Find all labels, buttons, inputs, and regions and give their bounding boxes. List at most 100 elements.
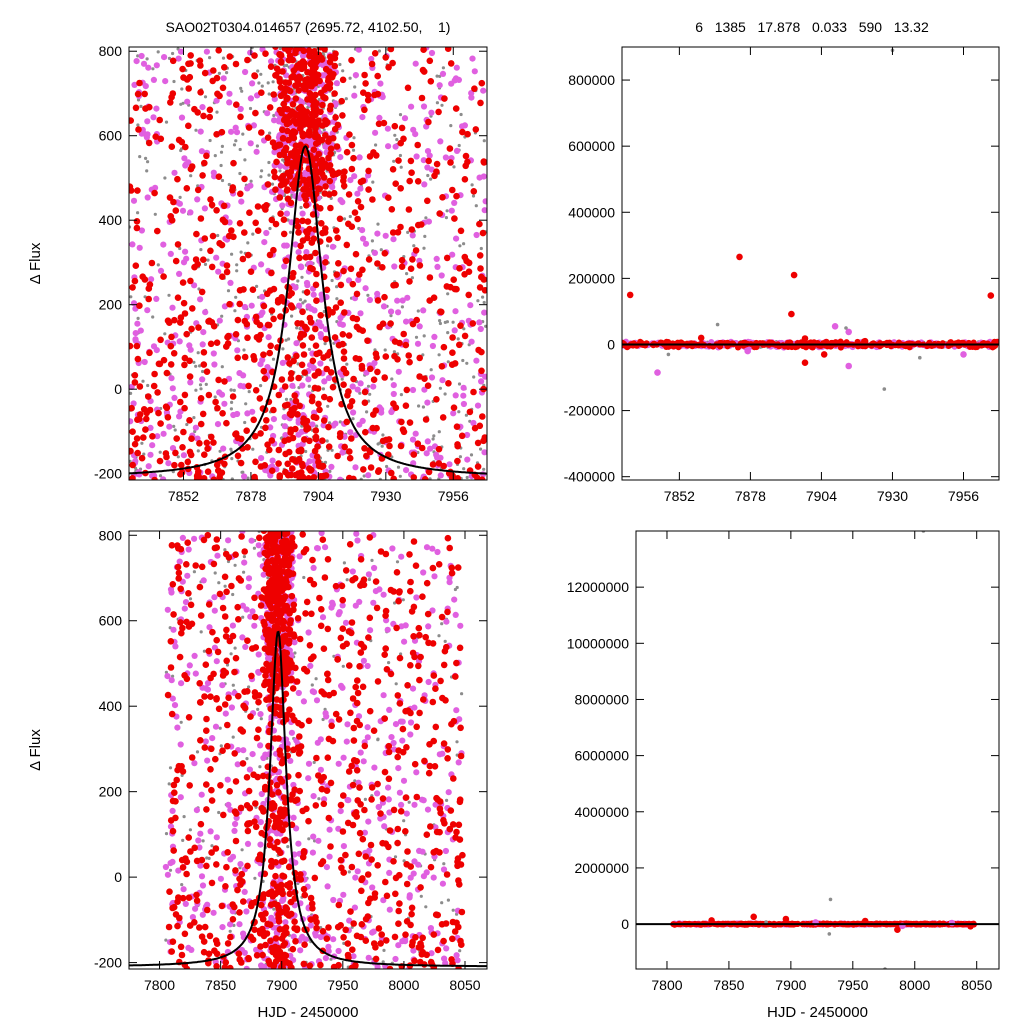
gray-point [138,155,142,159]
gray-point [239,250,243,254]
red-point [391,122,399,130]
gray-point [219,163,223,168]
gray-point [482,300,486,305]
red-point [439,194,446,201]
gray-point [315,424,319,428]
x-tick-label: 7878 [735,488,766,504]
gray-point [267,92,271,96]
magenta-point [250,122,257,129]
red-point [365,186,372,193]
magenta-point [322,143,329,150]
red-point [244,444,251,451]
gray-point [306,40,309,43]
magenta-point [247,95,254,102]
gray-point [437,353,441,357]
red-point [454,475,462,480]
red-point [325,138,332,145]
magenta-point [187,209,194,216]
gray-point [378,477,382,480]
magenta-point [279,359,286,366]
red-point [167,361,175,368]
panel-top-right: 7852 7878 7904 7930 7956-400000-200000020000… [564,46,1000,504]
magenta-point [305,376,312,383]
magenta-point [226,90,233,97]
magenta-point [167,250,174,257]
magenta-point [403,467,410,474]
magenta-point [377,80,384,87]
red-point [316,185,324,193]
red-point [276,141,284,149]
gray-point [406,230,410,234]
red-point [294,76,301,84]
red-point [277,210,284,217]
magenta-point [162,78,169,85]
gray-point [196,351,200,355]
x-tick-label: 7852 [168,488,199,504]
red-point [292,397,300,405]
red-point [163,404,171,412]
gray-point [291,37,294,40]
gray-point [220,314,224,318]
x-tick-label: 7956 [948,488,979,504]
red-point [446,145,454,152]
red-point [477,99,484,107]
red-point [188,435,195,443]
red-point [294,320,301,327]
red-point [395,157,402,164]
red-point [303,289,311,296]
gray-point [272,113,276,118]
gray-point [314,43,317,46]
red-point [275,391,283,399]
red-point [267,342,275,350]
gray-point [844,326,848,330]
red-point [397,442,405,450]
gray-point [267,173,271,177]
red-point [168,333,175,341]
red-point [320,417,328,424]
red-point [232,60,240,68]
red-point [129,117,134,124]
magenta-point [171,394,178,401]
gray-point [295,326,299,330]
red-point [245,124,253,131]
red-point [414,141,422,149]
red-point [251,356,258,363]
red-point [398,263,406,271]
red-point [287,150,295,157]
red-point [199,410,207,418]
red-point [249,286,257,294]
red-point [131,372,139,379]
magenta-point [449,251,456,258]
red-point [292,47,300,54]
gray-point [419,894,423,898]
red-point [332,50,339,57]
x-tick-label: 7852 [664,488,695,504]
red-point [276,78,284,85]
red-point [311,162,319,170]
red-point [337,281,345,289]
magenta-point [321,378,328,385]
red-point [193,472,201,480]
magenta-point [390,390,397,398]
red-point [187,60,194,67]
red-point [365,167,372,175]
gray-point [305,40,308,43]
magenta-point [474,402,482,409]
axes-frame [621,46,1000,481]
red-point [329,383,337,391]
red-point [354,215,361,223]
red-point [185,122,192,130]
red-point [254,227,262,234]
red-point [308,110,316,118]
red-point [443,254,451,262]
red-point [322,132,329,139]
magenta-point [153,347,160,354]
red-point [318,220,325,227]
red-point [340,381,347,389]
gray-point [351,417,355,421]
gray-point [144,156,148,160]
red-point [232,331,240,338]
red-point [353,290,361,298]
gray-point [438,386,442,390]
gray-point [284,338,288,342]
